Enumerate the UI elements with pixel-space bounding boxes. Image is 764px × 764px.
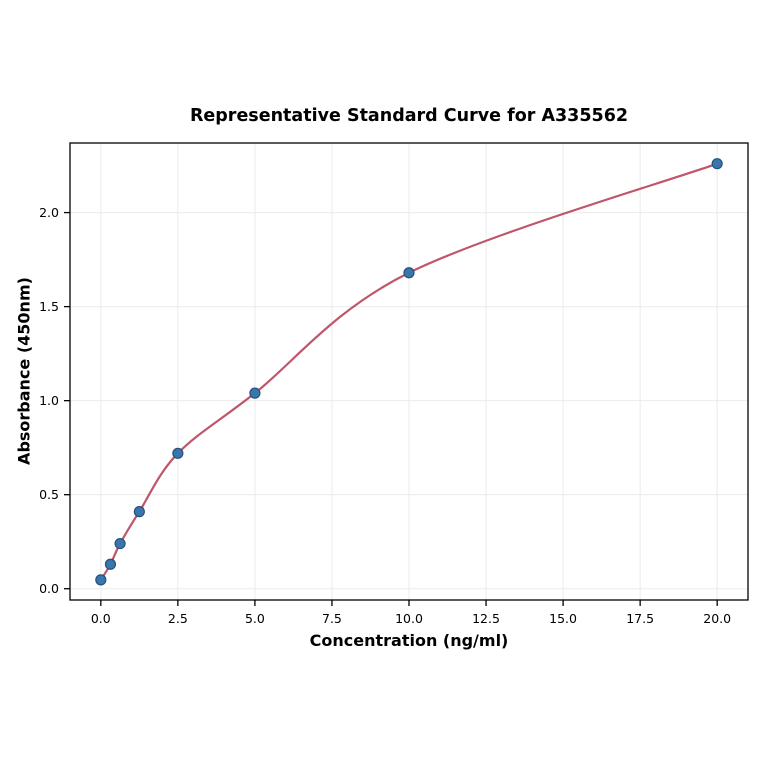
x-tick-label: 12.5 bbox=[472, 611, 500, 626]
y-tick-label: 0.0 bbox=[39, 581, 59, 596]
x-tick-label: 0.0 bbox=[91, 611, 111, 626]
data-point bbox=[403, 267, 415, 279]
data-point bbox=[133, 506, 145, 518]
data-point bbox=[249, 387, 261, 399]
x-axis-label: Concentration (ng/ml) bbox=[309, 631, 509, 650]
x-tick-label: 15.0 bbox=[549, 611, 577, 626]
x-tick-label: 5.0 bbox=[245, 611, 265, 626]
y-tick-label: 0.5 bbox=[39, 487, 59, 502]
x-tick-label: 17.5 bbox=[626, 611, 654, 626]
data-point bbox=[114, 537, 126, 550]
data-point bbox=[172, 447, 184, 459]
x-tick-label: 20.0 bbox=[703, 611, 731, 626]
data-point bbox=[95, 574, 107, 586]
x-tick-label: 2.5 bbox=[168, 611, 188, 626]
data-point bbox=[711, 158, 723, 170]
data-point bbox=[104, 558, 117, 570]
y-tick-label: 1.0 bbox=[39, 393, 59, 408]
x-tick-label: 7.5 bbox=[322, 611, 342, 626]
fit-curve bbox=[99, 162, 719, 581]
y-tick-label: 1.5 bbox=[39, 299, 59, 314]
y-tick-label: 2.0 bbox=[39, 205, 59, 220]
x-tick-label: 10.0 bbox=[395, 611, 423, 626]
chart-title: Representative Standard Curve for A33556… bbox=[189, 106, 629, 126]
